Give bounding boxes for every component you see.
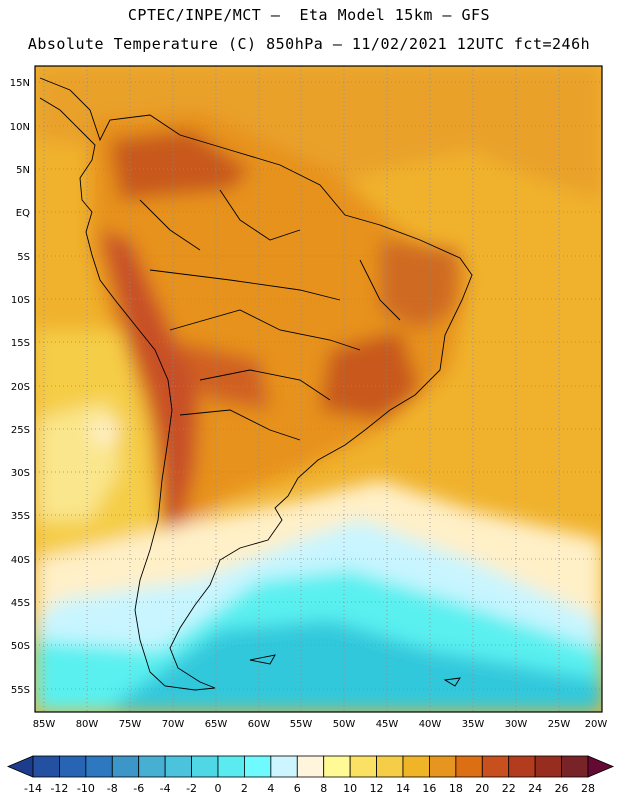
lat-tick-label: 20S	[11, 382, 30, 393]
lat-tick-label: 15N	[10, 78, 30, 89]
colorbar-segment	[217, 755, 245, 778]
colorbar-label: 20	[475, 782, 489, 795]
colorbar-label: -2	[186, 782, 197, 795]
lon-tick-label: 80W	[76, 719, 99, 730]
colorbar-label: 4	[267, 782, 274, 795]
lon-tick-label: 75W	[119, 719, 142, 730]
colorbar-label: 26	[555, 782, 569, 795]
lat-tick-label: 10S	[11, 295, 30, 306]
lat-tick-label: 25S	[11, 425, 30, 436]
lon-tick-label: 55W	[290, 719, 313, 730]
colorbar-label: 12	[370, 782, 384, 795]
colorbar-segment	[534, 755, 562, 778]
colorbar: -14 -12 -10 -8 -6 -4 -2 0 2 4 6 8 10 12 14 16 18 20 22 24 26…	[6, 755, 615, 795]
colorbar-segment	[191, 755, 219, 778]
lon-axis: 85W 80W 75W 70W 65W 60W 55W 50W 45W 40W …	[33, 719, 608, 730]
lon-tick-label: 35W	[462, 719, 485, 730]
colorbar-segment	[481, 755, 510, 778]
colorbar-segment	[323, 755, 351, 778]
lon-tick-label: 40W	[419, 719, 442, 730]
colorbar-label: 0	[215, 782, 222, 795]
lat-tick-label: 5S	[17, 252, 30, 263]
colorbar-label: 16	[422, 782, 436, 795]
colorbar-segment	[429, 755, 457, 778]
colorbar-label: 24	[528, 782, 542, 795]
colorbar-segment	[270, 755, 298, 778]
colorbar-label: 8	[320, 782, 327, 795]
colorbar-label: -10	[77, 782, 95, 795]
colorbar-label: 6	[294, 782, 301, 795]
colorbar-segment	[85, 755, 113, 778]
colorbar-label: 2	[241, 782, 248, 795]
lat-tick-label: 55S	[11, 685, 30, 696]
colorbar-label: 18	[449, 782, 463, 795]
colorbar-segment	[32, 755, 60, 778]
lon-tick-label: 20W	[585, 719, 608, 730]
plot-frame	[34, 65, 603, 713]
lon-tick-label: 60W	[248, 719, 271, 730]
colorbar-label: 28	[581, 782, 595, 795]
colorbar-label: -6	[133, 782, 144, 795]
colorbar-label: -8	[107, 782, 118, 795]
colorbar-label: 14	[396, 782, 410, 795]
temperature-field	[35, 66, 602, 712]
lon-tick-label: 85W	[33, 719, 56, 730]
colorbar-segment	[455, 755, 483, 778]
colorbar-label: 22	[502, 782, 516, 795]
lat-tick-label: 40S	[11, 555, 30, 566]
lat-tick-label: 30S	[11, 468, 30, 479]
graticule	[35, 66, 602, 712]
colorbar-segment	[561, 755, 589, 778]
coastlines	[39, 77, 473, 691]
colorbar-segment	[111, 755, 140, 778]
lat-tick-label: 10N	[10, 122, 30, 133]
colorbar-segment	[402, 755, 430, 778]
colorbar-low-triangle	[6, 755, 34, 778]
title-line-1: CPTEC/INPE/MCT – Eta Model 15km – GFS	[127, 6, 491, 24]
title-line-2: Absolute Temperature (C) 850hPa – 11/02/…	[27, 35, 591, 53]
colorbar-label: -14	[24, 782, 42, 795]
lat-tick-label: EQ	[16, 208, 30, 219]
colorbar-segment	[244, 755, 272, 778]
colorbar-segment	[59, 755, 87, 778]
lat-tick-label: 5N	[16, 165, 30, 176]
colorbar-segment	[508, 755, 536, 778]
colorbar-segment	[349, 755, 377, 778]
lat-axis: 15N 10N 5N EQ 5S 10S 15S 20S 25S 30S 35S…	[10, 78, 30, 696]
colorbar-label: -4	[160, 782, 171, 795]
colorbar-high-triangle	[587, 755, 615, 778]
colorbar-segment	[164, 755, 192, 778]
lon-tick-label: 65W	[205, 719, 228, 730]
lon-tick-label: 70W	[162, 719, 185, 730]
lon-tick-label: 50W	[333, 719, 356, 730]
lat-tick-label: 15S	[11, 338, 30, 349]
lat-tick-label: 35S	[11, 511, 30, 522]
lat-tick-label: 45S	[11, 598, 30, 609]
colorbar-segment	[296, 755, 325, 778]
colorbar-label: -12	[50, 782, 68, 795]
colorbar-segment	[376, 755, 404, 778]
lon-tick-label: 30W	[505, 719, 528, 730]
lon-tick-label: 45W	[376, 719, 399, 730]
lat-tick-label: 50S	[11, 641, 30, 652]
colorbar-label: 10	[343, 782, 357, 795]
lon-tick-label: 25W	[548, 719, 571, 730]
colorbar-segment	[138, 755, 166, 778]
